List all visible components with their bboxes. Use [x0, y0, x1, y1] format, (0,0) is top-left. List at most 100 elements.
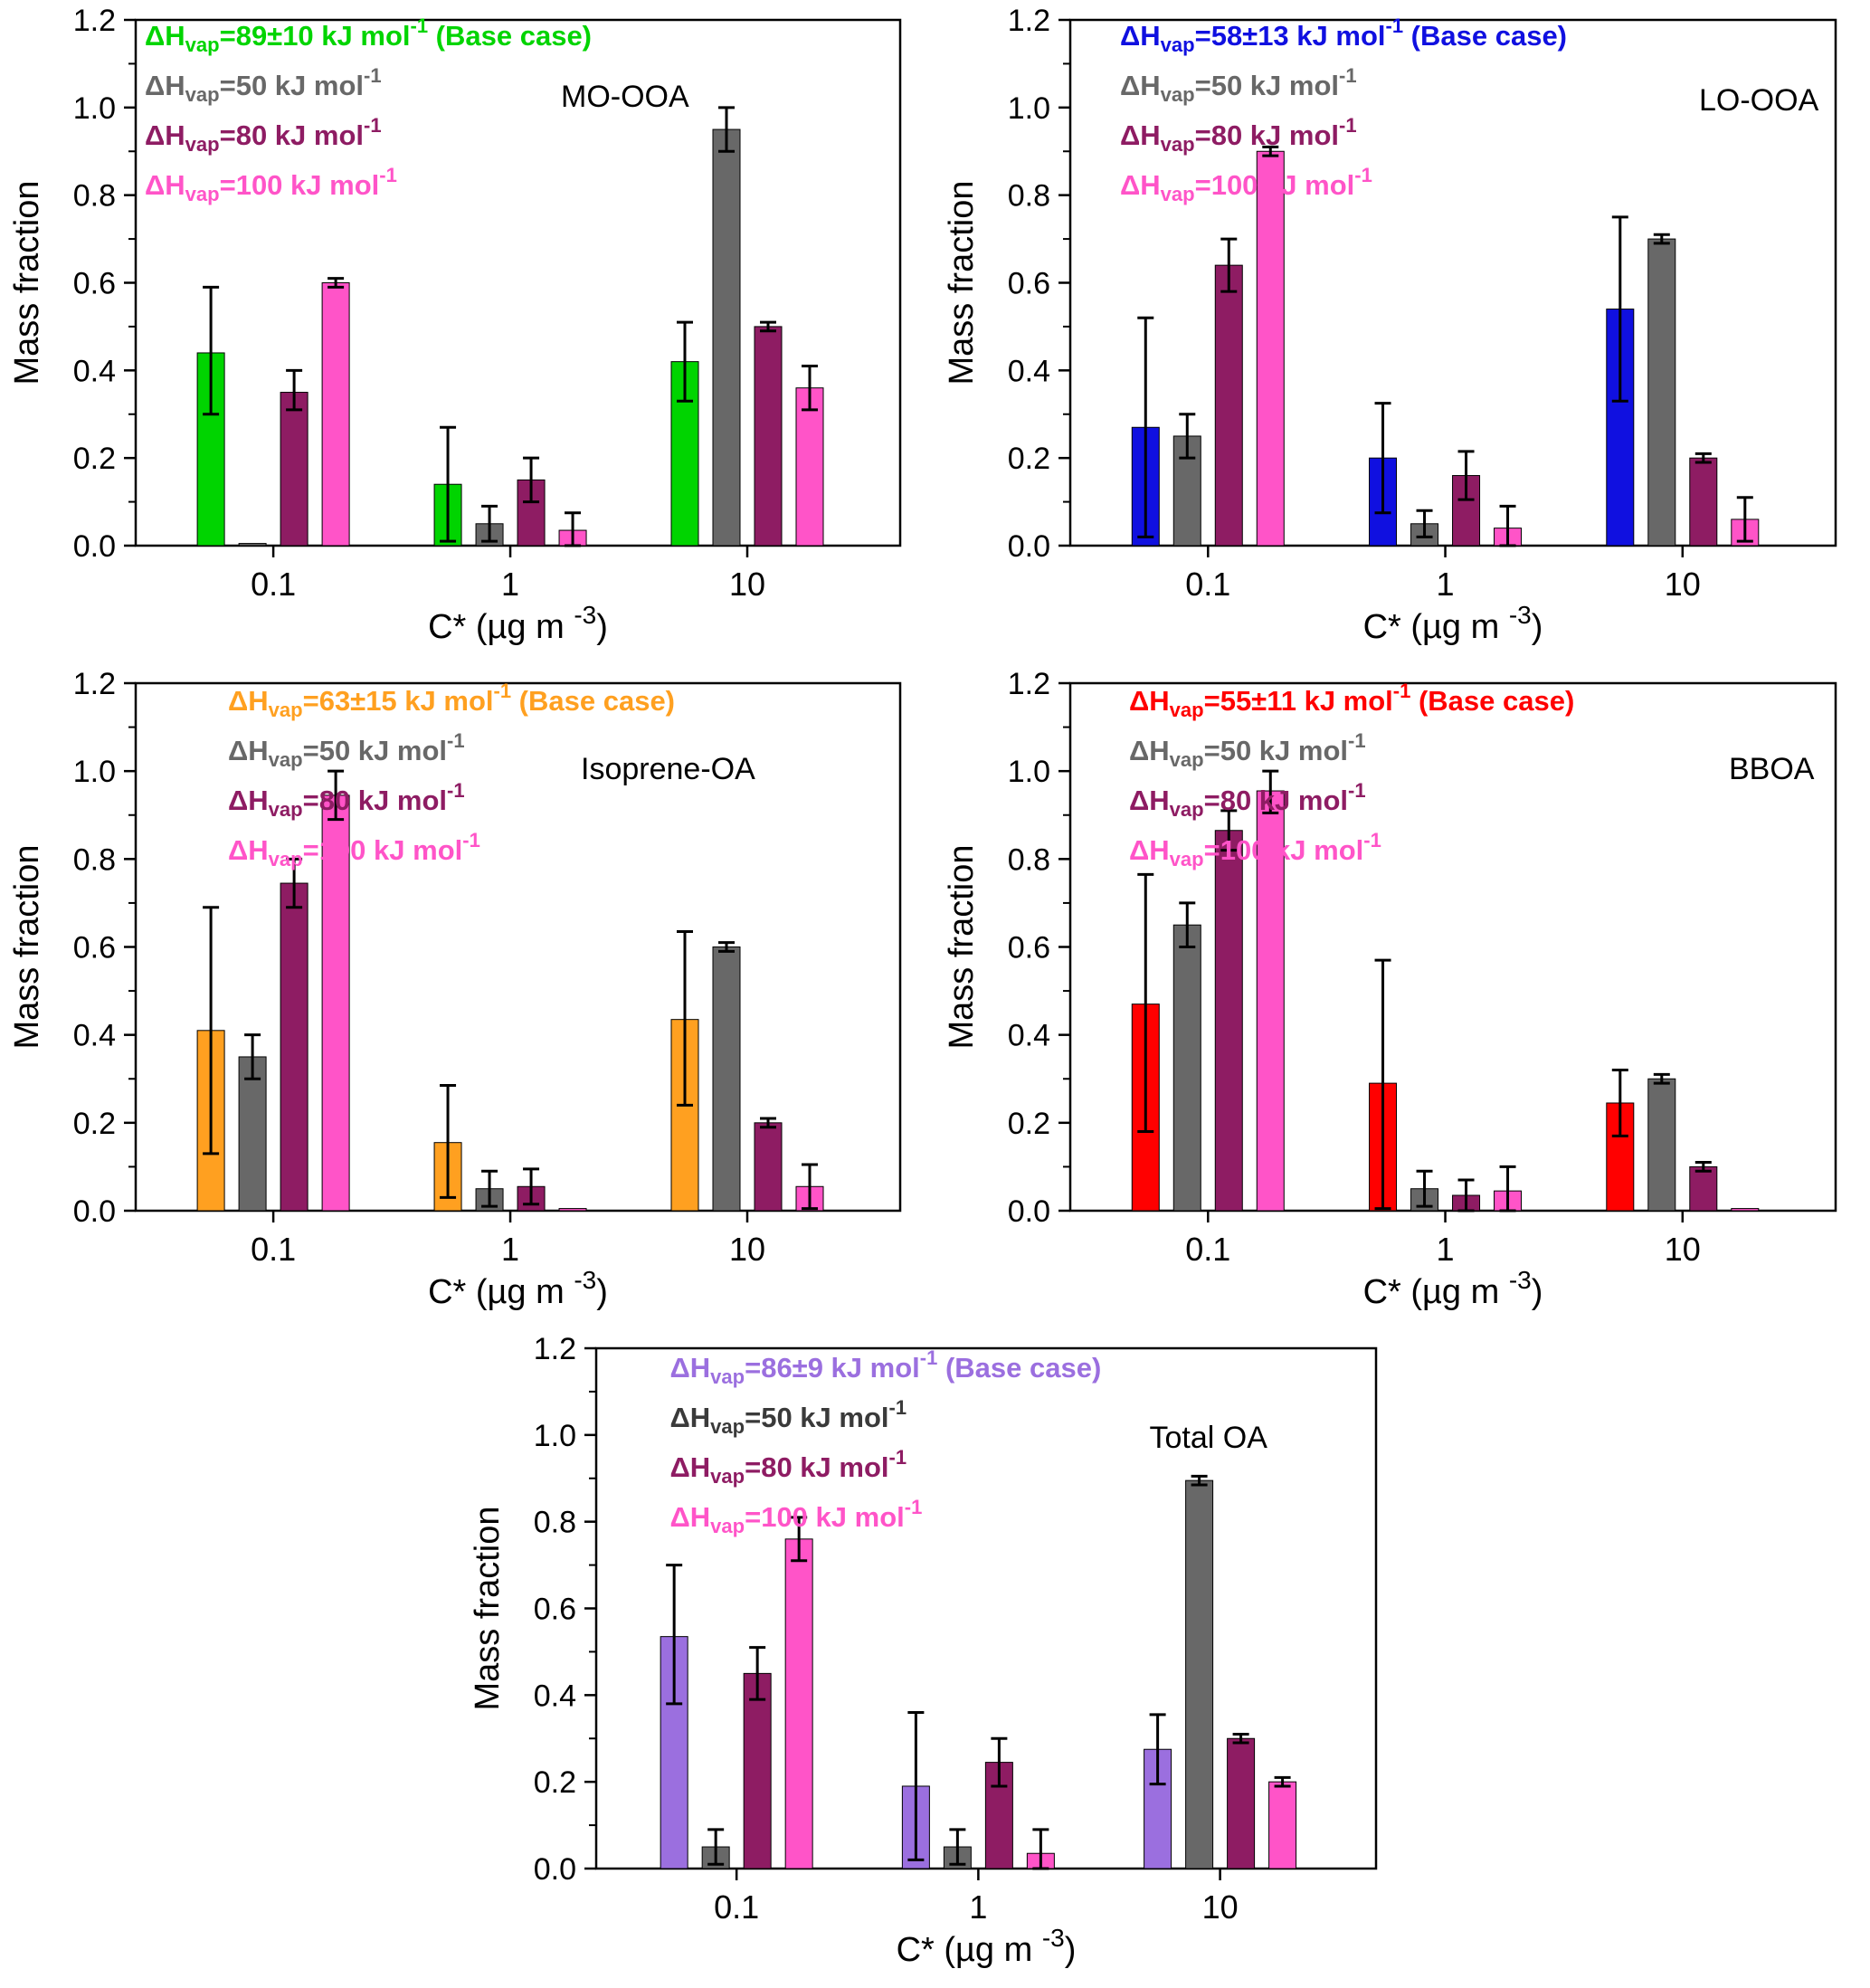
y-tick-label: 1.2: [1008, 4, 1050, 38]
figure-row-2: 0.0 0.2 0.4 0.6 0.8 1.0 1.2 0.1 1 10 Mass fraction…: [0, 663, 1870, 1328]
legend-entry: ΔHvap=58±13 kJ mol-1 (Base case): [1120, 14, 1568, 56]
chart-panel-bboa: 0.0 0.2 0.4 0.6 0.8 1.0 1.2 0.1 1 10 Mass fraction…: [935, 663, 1870, 1328]
bar: [196, 352, 225, 547]
x-tick-label: 0.1: [1185, 566, 1230, 603]
legend-entry: ΔHvap=50 kJ mol-1: [145, 64, 382, 106]
x-tick-label: 0.1: [251, 1231, 296, 1268]
y-tick-label: 1.0: [533, 1419, 575, 1453]
chart-svg: 0.0 0.2 0.4 0.6 0.8 1.0 1.2 0.1 1 10 Mass fraction…: [8, 667, 902, 1311]
x-tick-label: 1: [1437, 1231, 1455, 1268]
legend-entry: ΔHvap=50 kJ mol-1: [228, 729, 465, 771]
y-tick-label: 0.2: [1008, 442, 1050, 476]
legend-entry: ΔHvap=63±15 kJ mol-1 (Base case): [228, 680, 676, 721]
y-tick-label: 0.0: [1008, 1194, 1050, 1229]
y-tick-label: 1.2: [73, 4, 116, 38]
y-tick-label: 0.4: [73, 354, 116, 388]
x-tick-label: 10: [1201, 1888, 1238, 1926]
legend-entry: ΔHvap=55±11 kJ mol-1 (Base case): [1129, 680, 1575, 721]
y-tick-label: 1.2: [1008, 667, 1050, 701]
y-axis-label: Mass fraction: [943, 845, 981, 1050]
bar: [280, 882, 309, 1212]
legend-entry: ΔHvap=50 kJ mol-1: [1120, 64, 1357, 106]
y-axis-label: Mass fraction: [8, 181, 46, 385]
bar: [712, 128, 741, 547]
bar: [1731, 1208, 1760, 1212]
bar: [321, 794, 350, 1212]
y-tick-label: 0.2: [533, 1765, 575, 1800]
bar: [1256, 790, 1285, 1212]
panel-title: MO-OOA: [561, 80, 689, 114]
chart-panel-total-oa: 0.0 0.2 0.4 0.6 0.8 1.0 1.2 0.1 1 10 Mass fraction…: [460, 1328, 1410, 1986]
chart-panel-mo-ooa: 0.0 0.2 0.4 0.6 0.8 1.0 1.2 0.1 1 10 Mass fraction…: [0, 0, 935, 663]
x-tick-label: 10: [729, 566, 765, 603]
bar: [238, 1056, 267, 1212]
y-tick-label: 0.0: [73, 529, 116, 564]
y-tick-label: 0.6: [73, 267, 116, 301]
bar: [1172, 924, 1201, 1212]
panel-title: Total OA: [1149, 1421, 1267, 1455]
x-axis-label: C* (µg m -3): [1363, 1266, 1543, 1311]
y-tick-label: 1.2: [73, 667, 116, 701]
bar: [558, 1208, 587, 1212]
y-tick-label: 0.0: [533, 1852, 575, 1887]
y-tick-label: 1.0: [73, 755, 116, 789]
y-tick-label: 0.8: [1008, 179, 1050, 214]
y-tick-label: 1.0: [73, 91, 116, 126]
y-tick-label: 0.2: [73, 1107, 116, 1141]
legend-entry: ΔHvap=89±10 kJ mol-1 (Base case): [145, 14, 593, 56]
chart-svg: 0.0 0.2 0.4 0.6 0.8 1.0 1.2 0.1 1 10 Mass fraction…: [8, 4, 902, 646]
legend-entry: ΔHvap=100 kJ mol-1: [669, 1496, 923, 1537]
chart-svg: 0.0 0.2 0.4 0.6 0.8 1.0 1.2 0.1 1 10 Mass fraction…: [943, 667, 1837, 1311]
bar: [1214, 264, 1243, 547]
figure-row-3: 0.0 0.2 0.4 0.6 0.8 1.0 1.2 0.1 1 10 Mass fraction…: [0, 1328, 1870, 1986]
y-tick-label: 0.2: [1008, 1107, 1050, 1141]
y-tick-label: 1.0: [1008, 91, 1050, 126]
y-tick-label: 1.2: [533, 1332, 575, 1366]
legend-entry: ΔHvap=86±9 kJ mol-1 (Base case): [669, 1346, 1102, 1388]
y-tick-label: 0.6: [533, 1593, 575, 1627]
x-axis-label: C* (µg m -3): [896, 1924, 1076, 1969]
y-tick-label: 0.4: [73, 1019, 116, 1053]
bar: [1267, 1781, 1296, 1869]
bar: [795, 387, 824, 547]
y-tick-label: 0.8: [73, 179, 116, 214]
bar: [712, 946, 741, 1212]
y-axis-label: Mass fraction: [469, 1507, 507, 1711]
legend-entry: ΔHvap=80 kJ mol-1: [669, 1446, 907, 1488]
bar: [754, 1122, 783, 1212]
bar: [784, 1538, 813, 1869]
bar: [743, 1672, 772, 1869]
legend-entry: ΔHvap=80 kJ mol-1: [1120, 114, 1357, 156]
bar: [1256, 150, 1285, 547]
bar: [1226, 1737, 1255, 1869]
legend-entry: ΔHvap=50 kJ mol-1: [669, 1396, 907, 1438]
chart-svg: 0.0 0.2 0.4 0.6 0.8 1.0 1.2 0.1 1 10 Mass fraction…: [943, 4, 1837, 646]
x-tick-label: 0.1: [251, 566, 296, 603]
chart-panel-isoprene-oa: 0.0 0.2 0.4 0.6 0.8 1.0 1.2 0.1 1 10 Mass fraction…: [0, 663, 935, 1328]
bar: [238, 543, 267, 547]
y-axis-label: Mass fraction: [8, 845, 46, 1050]
bar: [1647, 238, 1676, 547]
x-tick-label: 10: [1665, 566, 1701, 603]
y-tick-label: 0.8: [533, 1506, 575, 1540]
legend-entry: ΔHvap=80 kJ mol-1: [228, 779, 465, 821]
figure-row-1: 0.0 0.2 0.4 0.6 0.8 1.0 1.2 0.1 1 10 Mass fraction…: [0, 0, 1870, 663]
chart-svg: 0.0 0.2 0.4 0.6 0.8 1.0 1.2 0.1 1 10 Mass fraction…: [469, 1332, 1377, 1969]
chart-panel-lo-ooa: 0.0 0.2 0.4 0.6 0.8 1.0 1.2 0.1 1 10 Mass fraction…: [935, 0, 1870, 663]
y-tick-label: 0.0: [1008, 529, 1050, 564]
legend-entry: ΔHvap=80 kJ mol-1: [1129, 779, 1366, 821]
x-tick-label: 0.1: [1185, 1231, 1230, 1268]
y-tick-label: 0.0: [73, 1194, 116, 1229]
x-axis-label: C* (µg m -3): [428, 1266, 608, 1311]
x-tick-label: 10: [1665, 1231, 1701, 1268]
y-tick-label: 0.4: [533, 1679, 575, 1713]
y-tick-label: 1.0: [1008, 755, 1050, 789]
bar: [280, 392, 309, 547]
y-tick-label: 0.4: [1008, 1019, 1050, 1053]
legend-entry: ΔHvap=50 kJ mol-1: [1129, 729, 1366, 771]
y-tick-label: 0.4: [1008, 354, 1050, 388]
y-axis-label: Mass fraction: [943, 181, 981, 385]
legend-entry: ΔHvap=100 kJ mol-1: [1129, 829, 1381, 870]
y-tick-label: 0.8: [1008, 842, 1050, 877]
